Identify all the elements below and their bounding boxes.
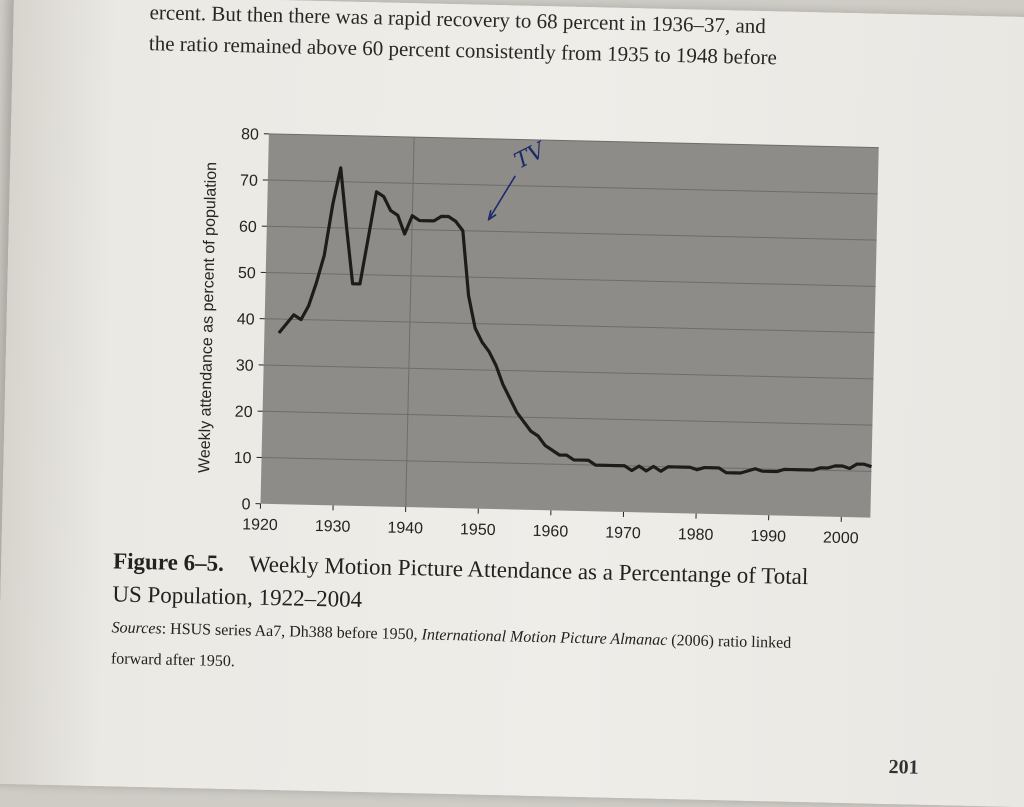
sources-label: Sources [111, 619, 161, 637]
sources-almanac-title: International Motion Picture Almanac [421, 626, 667, 649]
x-tick-label-2000: 2000 [823, 529, 859, 547]
y-tick-label-70: 70 [240, 172, 258, 189]
x-tick-label-1980: 1980 [678, 526, 714, 544]
sources-text-2: (2006) ratio linked [667, 632, 791, 652]
x-tick-label-1960: 1960 [532, 523, 568, 541]
y-tick-label-10: 10 [234, 450, 252, 467]
y-tick-label-40: 40 [237, 311, 255, 328]
y-tick-label-0: 0 [241, 496, 250, 513]
attendance-line-chart: 0 10 20 30 40 50 60 70 80 1920 1930 1940 1950 1960 197… [161, 110, 891, 566]
x-tick-label-1920: 1920 [242, 516, 278, 534]
y-axis-label: Weekly attendance as percent of populati… [196, 162, 220, 473]
body-text: ercent. But then there was a rapid recov… [149, 0, 930, 77]
x-tick-label-1950: 1950 [460, 521, 496, 539]
x-tick-label-1990: 1990 [750, 528, 786, 546]
sources-text-1: : HSUS series Aa7, Dh388 before 1950, [162, 621, 422, 644]
figure-caption: Figure 6–5. Weekly Motion Picture Attend… [111, 544, 934, 691]
x-tick-label-1940: 1940 [387, 520, 423, 538]
figure-number: Figure 6–5. [113, 548, 224, 576]
x-tick-label-1970: 1970 [605, 525, 641, 543]
x-tick-label-1930: 1930 [315, 518, 351, 536]
y-tick-label-20: 20 [235, 404, 253, 421]
y-tick-label-30: 30 [236, 357, 254, 374]
y-tick-label-60: 60 [239, 219, 257, 236]
y-tick-label-80: 80 [241, 126, 259, 143]
y-tick-label-50: 50 [238, 265, 256, 282]
